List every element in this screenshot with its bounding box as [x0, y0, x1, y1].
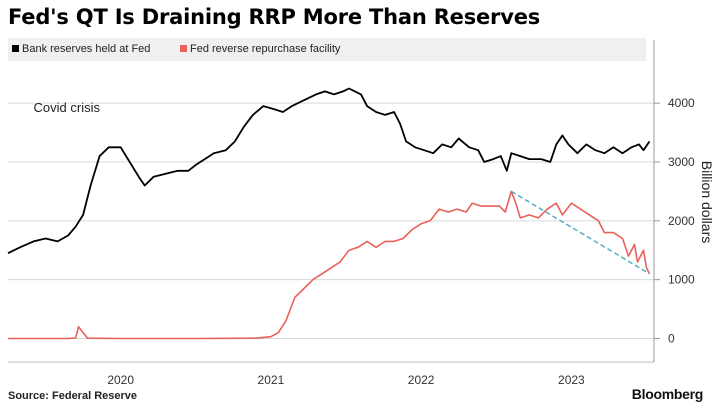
y-tick-label: 3000 [668, 155, 695, 169]
y-tick-label: 2000 [668, 214, 695, 228]
x-tick-label: 2021 [258, 373, 285, 387]
legend-label-rrp: Fed reverse repurchase facility [190, 43, 341, 55]
x-tick-label: 2020 [107, 373, 134, 387]
y-tick-label: 4000 [668, 96, 695, 110]
series-line-2 [510, 190, 650, 275]
annotation-covid: Covid crisis [34, 100, 101, 115]
x-axis: 2020 2021 2022 2023 [8, 361, 654, 387]
grid [8, 102, 654, 339]
y-axis-label: Billion dollars [699, 161, 715, 243]
series-group [7, 87, 651, 340]
y-tick-label: 0 [668, 331, 675, 345]
brand-logo: Bloomberg [631, 386, 704, 402]
legend-swatch-rrp [180, 45, 187, 52]
x-tick-label: 2023 [558, 373, 585, 387]
legend: Bank reserves held at Fed Fed reverse re… [8, 38, 646, 61]
chart-title: Fed's QT Is Draining RRP More Than Reser… [8, 5, 541, 29]
legend-item-reserves: Bank reserves held at Fed [12, 43, 150, 55]
legend-swatch-reserves [12, 45, 19, 52]
legend-label-reserves: Bank reserves held at Fed [22, 43, 151, 55]
x-tick-label: 2022 [408, 373, 435, 387]
source-note: Source: Federal Reserve [8, 390, 138, 402]
y-tick-label: 1000 [668, 273, 695, 287]
y-axis: 0 1000 2000 3000 4000 [653, 40, 695, 362]
series-line-0 [7, 87, 651, 255]
series-line-1 [8, 190, 651, 340]
legend-item-rrp: Fed reverse repurchase facility [180, 43, 340, 55]
